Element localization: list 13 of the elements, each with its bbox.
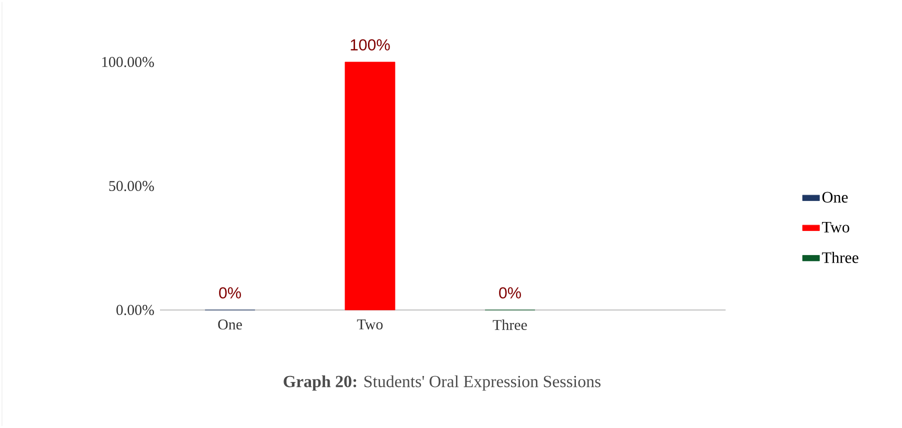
data-label: 0%	[219, 287, 241, 298]
text: Graph 20: Students' Oral Expression Sessions	[284, 375, 601, 391]
y-tick-label: 0.00%	[116, 304, 154, 316]
x-tick-label: Three	[492, 320, 527, 330]
data-label: 100%	[350, 39, 390, 50]
legend-label: Three	[822, 252, 858, 264]
x-tick-label: One	[218, 320, 242, 330]
y-tick-label: 100.00%	[102, 56, 154, 68]
y-tick-label: 50.00%	[109, 180, 154, 192]
legend-label: One	[822, 192, 848, 203]
x-tick-label: Two	[357, 320, 383, 330]
legend-label: Two	[822, 222, 850, 233]
data-label: 0%	[499, 287, 521, 298]
